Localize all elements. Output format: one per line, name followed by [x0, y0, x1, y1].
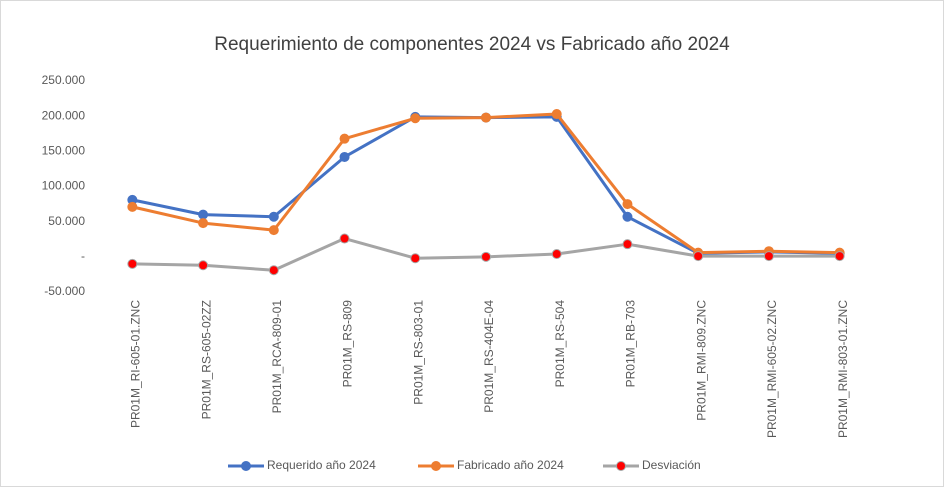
- data-point: [481, 112, 491, 123]
- x-tick-label: PR01M_RS-803-01: [411, 300, 425, 405]
- data-point: [834, 251, 845, 262]
- data-point: [410, 113, 421, 124]
- data-point: [551, 109, 562, 120]
- legend-swatch-marker: [241, 461, 251, 471]
- y-tick-label: -: [81, 249, 85, 263]
- x-tick-label: PR01M_RS-809: [341, 300, 355, 388]
- data-point: [622, 239, 633, 250]
- y-tick-label: 250.000: [42, 73, 86, 87]
- data-point: [127, 201, 138, 212]
- data-point: [622, 211, 633, 222]
- data-point: [339, 151, 350, 162]
- data-point: [198, 260, 209, 271]
- legend-swatch-marker: [616, 461, 626, 471]
- legend-label: Desviación: [642, 458, 701, 472]
- legend-swatch-marker: [431, 461, 441, 471]
- data-point: [198, 209, 209, 220]
- y-tick-label: 100.000: [42, 179, 86, 193]
- y-tick-label: -50.000: [44, 284, 85, 298]
- x-tick-label: PR01M_RCA-809-01: [270, 300, 284, 414]
- data-point: [481, 251, 491, 262]
- data-point: [127, 258, 138, 269]
- data-point: [339, 133, 350, 144]
- y-tick-label: 200.000: [42, 108, 86, 122]
- x-tick-label: PR01M_RMI-605-02.ZNC: [765, 300, 779, 438]
- legend-label: Requerido año 2024: [267, 458, 376, 472]
- data-point: [339, 233, 350, 244]
- data-point: [551, 249, 562, 260]
- x-tick-label: PR01M_RI-605-01.ZNC: [129, 300, 143, 428]
- data-point: [268, 225, 279, 236]
- x-tick-label: PR01M_RB-703: [624, 300, 638, 388]
- chart-title: Requerimiento de componentes 2024 vs Fab…: [214, 34, 730, 55]
- x-tick-label: PR01M_RMI-803-01.ZNC: [836, 300, 850, 438]
- data-point: [198, 218, 209, 229]
- data-point: [410, 253, 421, 264]
- data-point: [622, 199, 633, 210]
- legend-label: Fabricado año 2024: [457, 458, 564, 472]
- x-tick-label: PR01M_RMI-809.ZNC: [694, 300, 708, 421]
- data-point: [693, 251, 704, 262]
- data-point: [763, 251, 774, 262]
- data-point: [268, 211, 279, 222]
- x-tick-label: PR01M_RS-504: [553, 300, 567, 388]
- data-point: [268, 265, 279, 276]
- y-tick-label: 50.000: [48, 214, 85, 228]
- x-tick-label: PR01M_RS-605-02ZZ: [199, 300, 213, 419]
- y-tick-label: 150.000: [42, 144, 86, 158]
- x-tick-label: PR01M_RS-404E-04: [482, 300, 496, 413]
